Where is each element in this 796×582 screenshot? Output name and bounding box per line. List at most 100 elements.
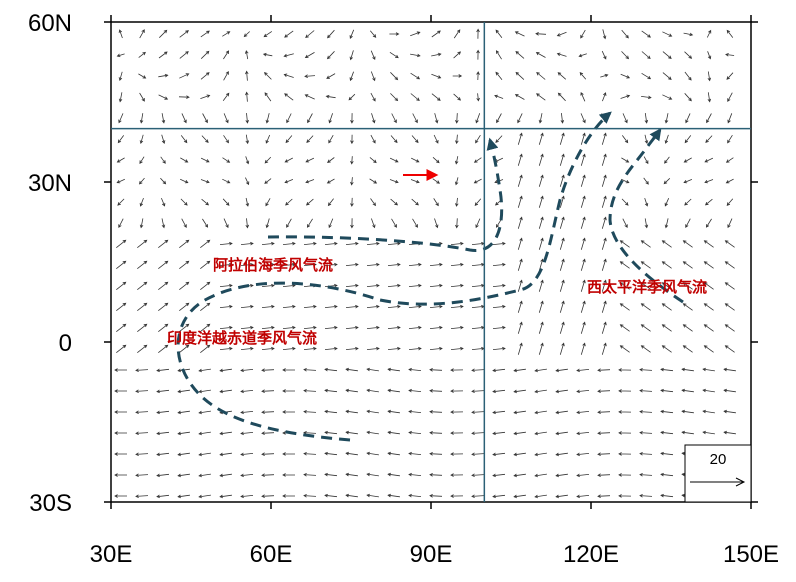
wind-vector [410, 53, 421, 58]
wind-vector [450, 241, 464, 246]
wind-vector [619, 324, 630, 332]
wind-vector [306, 218, 313, 228]
wind-vector [137, 260, 148, 270]
wind-vector [345, 430, 358, 435]
wind-vector [158, 73, 169, 78]
wind-vector [452, 74, 463, 78]
wind-vector [156, 431, 170, 436]
wind-vector [601, 50, 607, 60]
wind-vector [644, 197, 649, 207]
reference-vector-box [684, 444, 752, 503]
wind-vector [245, 134, 250, 145]
wind-vector [597, 368, 611, 372]
wind-vector [601, 342, 607, 355]
wind-vector [534, 473, 547, 478]
wind-vector [114, 494, 127, 498]
wind-vector [410, 93, 420, 102]
wind-vector [723, 430, 736, 435]
wind-vector [639, 451, 653, 456]
wind-vector [118, 218, 124, 229]
wind-vector [387, 388, 400, 393]
wind-vector [640, 240, 651, 248]
wind-vector [601, 237, 607, 250]
wind-vector [455, 218, 459, 229]
wind-vector [514, 31, 525, 37]
wind-vector [534, 494, 547, 499]
wind-vector [492, 473, 506, 478]
wind-vector [433, 134, 439, 144]
wind-vector [684, 93, 692, 102]
wind-vector [601, 279, 607, 292]
wind-vector [324, 283, 338, 288]
wind-vector [370, 134, 376, 144]
wind-vector [559, 321, 565, 334]
wind-vector [576, 473, 590, 478]
wind-vector [116, 281, 127, 291]
wind-vector [471, 389, 485, 394]
wind-vector [618, 494, 632, 498]
wind-vector [513, 410, 526, 415]
wind-vector [282, 494, 295, 498]
wind-vector [282, 389, 295, 393]
wind-vector [366, 262, 380, 267]
wind-vector [559, 279, 565, 292]
wind-vector [116, 157, 125, 163]
wind-vector [283, 73, 294, 78]
wind-vector [450, 452, 464, 456]
wind-vector [702, 409, 715, 414]
wind-vector [326, 51, 335, 60]
wind-vector [180, 157, 189, 163]
wind-vector [387, 493, 400, 498]
wind-vector [263, 31, 273, 38]
wind-vector [580, 279, 586, 292]
wind-vector [513, 494, 526, 499]
wind-vector [682, 345, 693, 353]
wind-vector [389, 179, 399, 184]
wind-vector [345, 262, 359, 267]
wind-vector [137, 344, 148, 354]
wind-vector [198, 452, 211, 457]
wind-vector [263, 71, 272, 80]
wind-vector [156, 452, 170, 457]
wind-vector [345, 388, 358, 393]
wind-vector [559, 342, 565, 355]
wind-field [114, 28, 736, 499]
wind-vector [429, 431, 443, 435]
wind-vector [707, 51, 712, 60]
wind-vector [282, 410, 295, 414]
wind-vector [261, 410, 275, 414]
wind-vector [282, 452, 295, 456]
wind-vector [471, 262, 485, 267]
wind-vector [724, 345, 735, 353]
wind-vector [222, 92, 230, 101]
wind-vector [408, 472, 422, 477]
wind-vector [116, 239, 127, 249]
wind-vector [223, 218, 229, 229]
wind-vector [181, 218, 187, 229]
wind-vector [303, 493, 317, 498]
wind-vector [429, 325, 443, 330]
wind-vector [286, 218, 292, 228]
wind-vector [724, 324, 735, 332]
wind-vector [639, 430, 653, 435]
wind-vector [580, 258, 586, 271]
wind-vector [639, 388, 653, 393]
wind-vector [324, 388, 338, 393]
wind-vector [219, 241, 233, 246]
wind-vector [707, 71, 712, 82]
wind-vector [660, 430, 674, 435]
wind-vector [663, 178, 671, 185]
wind-vector [222, 178, 231, 184]
wind-vector [265, 218, 270, 229]
wind-vector [390, 135, 398, 144]
wind-vector [138, 51, 146, 58]
wind-vector [261, 325, 275, 330]
wind-vector [601, 216, 607, 229]
wind-vector [644, 134, 649, 145]
wind-vector [408, 451, 422, 456]
wind-vector [283, 53, 294, 58]
wind-vector [576, 410, 590, 415]
wind-vector [240, 389, 254, 394]
wind-vector [245, 113, 249, 124]
flow-lines [176, 111, 684, 442]
